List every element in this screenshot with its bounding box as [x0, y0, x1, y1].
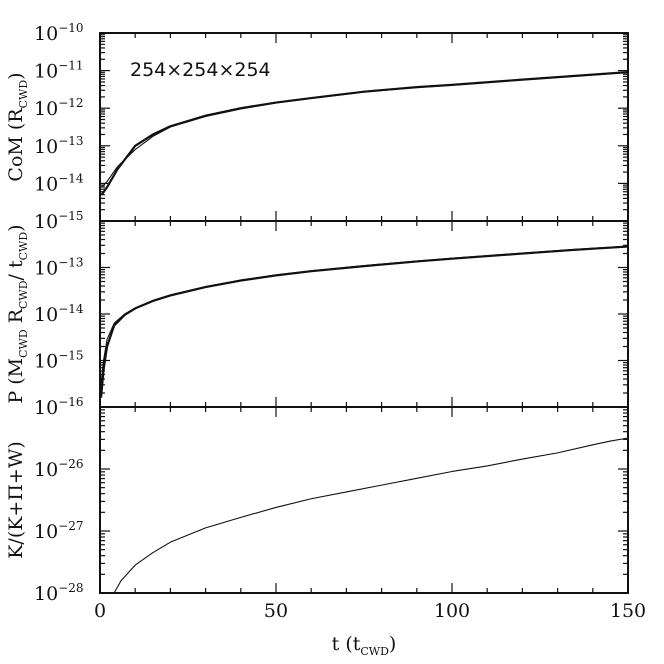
panel-top-annotation: 254×254×254 [130, 59, 271, 81]
y-tick-label: 10−28 [34, 581, 84, 605]
y-tick-label: 10−15 [34, 209, 84, 233]
series-layer [99, 71, 629, 594]
series-line-thin [100, 245, 629, 384]
x-tick-label: 0 [94, 600, 106, 622]
x-tick-label: 50 [264, 600, 288, 622]
panel-bottom-frame [99, 406, 629, 594]
y-tick-label: 10−14 [34, 302, 84, 326]
panel-top-ylabel: CoM (RCWD) [5, 72, 30, 181]
x-tick-label: 150 [610, 600, 646, 622]
panel-middle-ylabel: P (MCWD RCWD/ tCWD) [5, 224, 30, 403]
y-tick-label: 10−13 [34, 134, 84, 158]
tick-marks [99, 32, 629, 594]
series-line-thin [101, 71, 629, 188]
tick-labels: 10−10 10−11 10−12 10−13 10−14 10−15 10−13 10−14… [34, 21, 646, 622]
y-tick-label: 10−27 [34, 519, 84, 543]
series-line-thick [100, 71, 629, 196]
x-tick-label: 100 [434, 600, 470, 622]
y-tick-label: 10−13 [34, 256, 84, 280]
series-line-thin [113, 437, 629, 594]
panel-bottom-ylabel: K/(K+Π+W) [5, 441, 27, 559]
y-tick-label: 10−12 [34, 96, 84, 120]
y-tick-label: 10−10 [34, 21, 84, 45]
y-tick-label: 10−15 [34, 349, 84, 373]
y-tick-label: 10−11 [34, 59, 84, 83]
y-tick-label: 10−26 [34, 457, 84, 481]
panel-middle-frame [99, 220, 629, 408]
y-tick-label: 10−16 [34, 395, 84, 419]
series-line-thick [99, 245, 629, 398]
y-tick-label: 10−14 [34, 171, 84, 195]
x-axis-title: t (tCWD) [332, 633, 397, 658]
